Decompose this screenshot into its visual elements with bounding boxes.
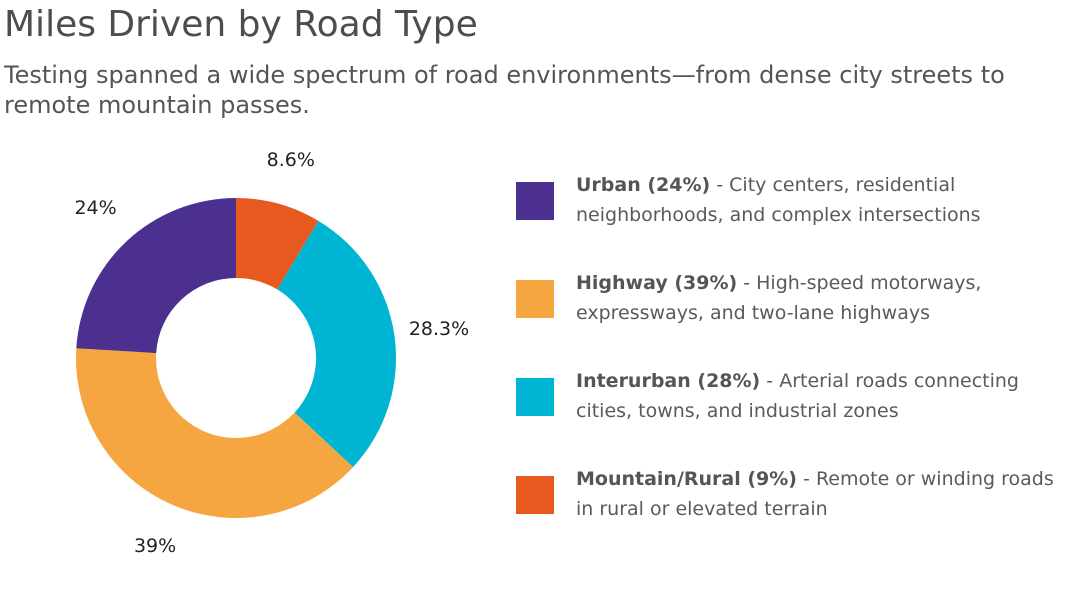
slice-interurban bbox=[277, 220, 396, 468]
legend-label: Mountain/Rural (9%) bbox=[576, 468, 797, 490]
legend-item: Urban (24%) - City centers, residential … bbox=[516, 170, 1076, 234]
slice-label: 39% bbox=[134, 535, 176, 557]
legend-item: Highway (39%) - High-speed motorways, ex… bbox=[516, 268, 1076, 332]
slice-urban bbox=[76, 198, 236, 354]
legend-text: Urban (24%) - City centers, residential … bbox=[576, 170, 1076, 230]
legend-item: Mountain/Rural (9%) - Remote or winding … bbox=[516, 464, 1076, 528]
slice-label: 8.6% bbox=[267, 150, 315, 171]
legend-text: Interurban (28%) - Arterial roads connec… bbox=[576, 366, 1076, 426]
slice-mountain-rural bbox=[236, 198, 319, 290]
slice-label: 28.3% bbox=[409, 318, 469, 340]
legend-item: Interurban (28%) - Arterial roads connec… bbox=[516, 366, 1076, 430]
legend-swatch bbox=[516, 182, 554, 220]
legend-swatch bbox=[516, 378, 554, 416]
chart-subtitle: Testing spanned a wide spectrum of road … bbox=[4, 61, 1005, 119]
legend-text: Mountain/Rural (9%) - Remote or winding … bbox=[576, 464, 1076, 524]
legend-description: - City centers, residential neighborhood… bbox=[576, 174, 981, 226]
legend-swatch bbox=[516, 280, 554, 318]
legend-description: - High-speed motorways, expressways, and… bbox=[576, 272, 982, 324]
legend-swatch bbox=[516, 476, 554, 514]
legend-label: Urban (24%) bbox=[576, 174, 711, 196]
legend-text: Highway (39%) - High-speed motorways, ex… bbox=[576, 268, 1076, 328]
chart-title: Miles Driven by Road Type bbox=[4, 4, 478, 45]
legend-description: - Remote or winding roads in rural or el… bbox=[576, 468, 1054, 520]
legend-description: - Arterial roads connecting cities, town… bbox=[576, 370, 1019, 422]
legend-label: Interurban (28%) bbox=[576, 370, 761, 392]
slice-highway bbox=[75, 348, 354, 518]
legend-label: Highway (39%) bbox=[576, 272, 738, 294]
donut-chart: 8.6% 28.3% 39% 24% bbox=[74, 150, 469, 557]
slice-label: 24% bbox=[74, 197, 116, 219]
